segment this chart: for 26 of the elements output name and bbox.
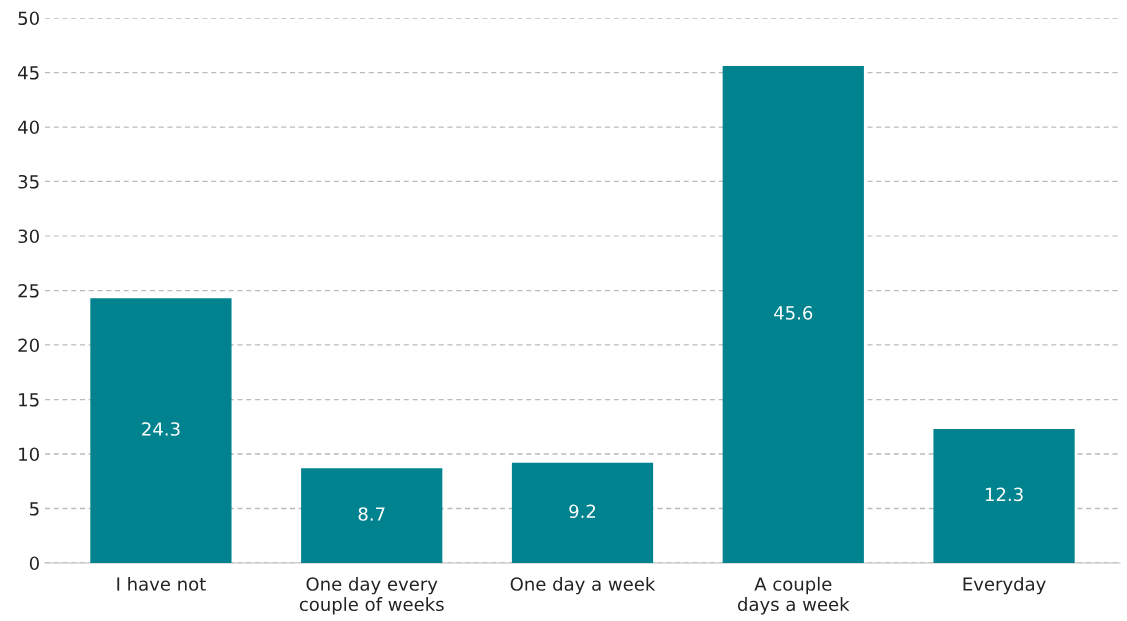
- data-label: 9.2: [569, 504, 596, 519]
- y-tick-label: 35: [18, 174, 39, 189]
- y-tick-label: 20: [18, 338, 39, 353]
- x-tick-label: Everyday: [963, 576, 1046, 595]
- bar: [90, 298, 232, 563]
- y-tick-label: 40: [18, 120, 39, 135]
- bar: [933, 428, 1075, 563]
- x-tick-label: A couple days a week: [737, 576, 850, 615]
- y-tick-label: 0: [29, 556, 39, 571]
- data-label: 24.3: [142, 422, 180, 436]
- y-tick-label: 30: [18, 229, 39, 244]
- bar: [722, 65, 864, 563]
- y-tick-label: 10: [19, 447, 39, 462]
- y-tick-label: 5: [30, 502, 39, 516]
- x-tick-label: One day a week: [510, 576, 656, 595]
- y-tick-label: 25: [18, 283, 39, 298]
- data-label: 45.6: [774, 306, 813, 320]
- bar: [511, 462, 654, 563]
- data-label: 12.3: [985, 487, 1023, 502]
- y-tick-label: 50: [18, 11, 39, 26]
- x-tick-label: I have not: [117, 576, 206, 591]
- x-tick-label: One day every couple of weeks: [299, 576, 444, 615]
- bar: [301, 468, 443, 563]
- y-tick-label: 45: [18, 66, 39, 80]
- data-label: 8.7: [358, 507, 385, 521]
- y-tick-label: 15: [19, 393, 39, 407]
